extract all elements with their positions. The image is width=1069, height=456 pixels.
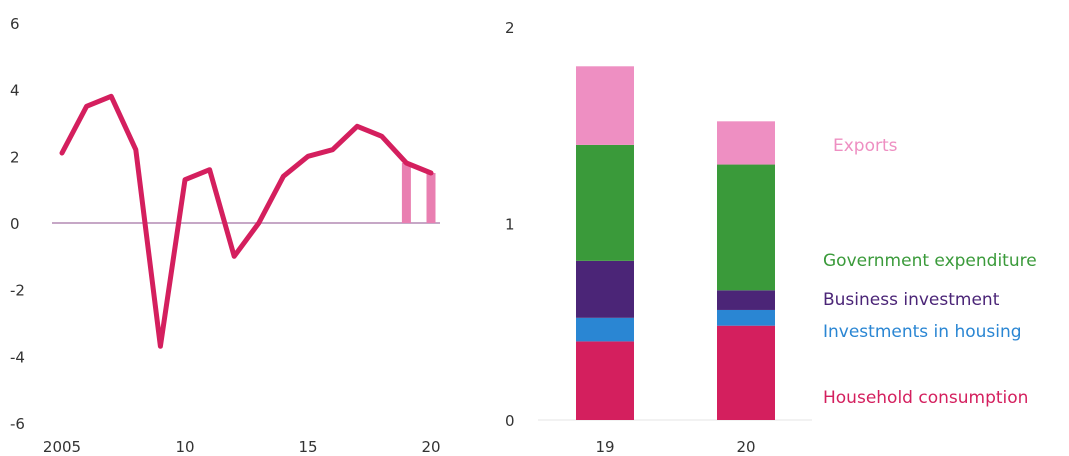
y-tick-label: 4 [10, 82, 20, 100]
data-point [380, 134, 384, 138]
y-tick-label: -4 [10, 348, 25, 366]
legend-label: Exports [833, 136, 898, 156]
data-point [355, 124, 359, 128]
x-tick-label: 19 [595, 438, 614, 456]
data-point [281, 174, 285, 178]
stacked-bar-chart: 2 1 0 19 20 Household consumption Investments … [505, 19, 1037, 456]
bar-segment [717, 290, 775, 310]
y-tick-label: 2 [10, 148, 20, 166]
bar-segment [717, 309, 775, 326]
y-tick-label: -6 [10, 415, 25, 433]
y-tick-label: 0 [505, 412, 515, 430]
bar-segment [576, 144, 634, 261]
legend-label: Household consumption [823, 388, 1028, 408]
bar-segment [717, 164, 775, 291]
bar-segment [576, 317, 634, 342]
data-point [109, 94, 113, 98]
data-point [232, 254, 236, 258]
forecast-bar [401, 163, 411, 223]
y-tick-label: 2 [505, 19, 515, 37]
data-point [60, 151, 64, 155]
legend-label: Government expenditure [823, 251, 1037, 271]
data-point [208, 168, 212, 172]
bar-segment [717, 121, 775, 165]
data-point [85, 104, 89, 108]
data-point [158, 344, 162, 348]
y-tick-label: 6 [10, 15, 20, 33]
bar-segment [717, 325, 775, 420]
data-point [404, 161, 408, 165]
data-point [306, 154, 310, 158]
x-tick-label: 20 [421, 438, 440, 456]
y-tick-label: 0 [10, 215, 20, 233]
data-point [257, 221, 261, 225]
x-tick-label: 20 [736, 438, 755, 456]
bar-segment [576, 341, 634, 420]
y-tick-label: -2 [10, 282, 25, 300]
bar-segment [576, 260, 634, 318]
data-point [429, 171, 433, 175]
legend-label: Business investment [823, 290, 1000, 310]
bar-segment [576, 66, 634, 145]
x-tick-label: 10 [175, 438, 194, 456]
x-tick-label: 2005 [43, 438, 81, 456]
gdp-growth-line [59, 93, 434, 349]
data-point [183, 178, 187, 182]
x-tick-label: 15 [298, 438, 317, 456]
data-point [134, 148, 138, 152]
legend-label: Investments in housing [823, 322, 1022, 342]
y-tick-label: 1 [505, 216, 515, 234]
data-point [331, 148, 335, 152]
forecast-bar [426, 173, 436, 223]
